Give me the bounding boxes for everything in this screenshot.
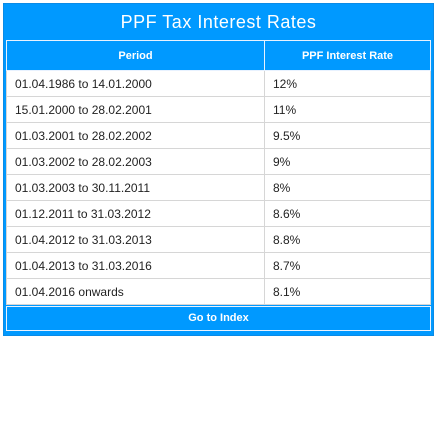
period-cell: 01.04.2016 onwards xyxy=(6,278,265,305)
rates-panel: PPF Tax Interest Rates Period PPF Intere… xyxy=(3,3,434,336)
period-cell: 01.04.1986 to 14.01.2000 xyxy=(6,70,265,97)
table-row: 01.04.2012 to 31.03.2013 8.8% xyxy=(6,226,431,253)
period-cell: 01.03.2001 to 28.02.2002 xyxy=(6,122,265,149)
rate-cell: 8% xyxy=(264,174,431,201)
table-row: 01.04.1986 to 14.01.2000 12% xyxy=(6,70,431,97)
period-cell: 01.04.2013 to 31.03.2016 xyxy=(6,252,265,279)
table-row: 01.03.2003 to 30.11.2011 8% xyxy=(6,174,431,201)
period-cell: 01.12.2011 to 31.03.2012 xyxy=(6,200,265,227)
column-header-period: Period xyxy=(6,40,265,71)
table-row: 15.01.2000 to 28.02.2001 11% xyxy=(6,96,431,123)
table-row: 01.03.2001 to 28.02.2002 9.5% xyxy=(6,122,431,149)
rate-cell: 8.1% xyxy=(264,278,431,305)
period-cell: 15.01.2000 to 28.02.2001 xyxy=(6,96,265,123)
go-to-index-link[interactable]: Go to Index xyxy=(6,306,431,331)
table-header-row: Period PPF Interest Rate xyxy=(6,40,431,71)
rate-cell: 8.6% xyxy=(264,200,431,227)
rate-cell: 8.8% xyxy=(264,226,431,253)
period-cell: 01.03.2002 to 28.02.2003 xyxy=(6,148,265,175)
period-cell: 01.03.2003 to 30.11.2011 xyxy=(6,174,265,201)
column-header-rate: PPF Interest Rate xyxy=(264,40,431,71)
rate-cell: 9.5% xyxy=(264,122,431,149)
rate-cell: 8.7% xyxy=(264,252,431,279)
table-row: 01.12.2011 to 31.03.2012 8.6% xyxy=(6,200,431,227)
rates-table: Period PPF Interest Rate 01.04.1986 to 1… xyxy=(6,40,431,305)
table-row: 01.04.2016 onwards 8.1% xyxy=(6,278,431,305)
rate-cell: 9% xyxy=(264,148,431,175)
rate-cell: 12% xyxy=(264,70,431,97)
period-cell: 01.04.2012 to 31.03.2013 xyxy=(6,226,265,253)
table-row: 01.04.2013 to 31.03.2016 8.7% xyxy=(6,252,431,279)
table-row: 01.03.2002 to 28.02.2003 9% xyxy=(6,148,431,175)
panel-title: PPF Tax Interest Rates xyxy=(120,12,317,32)
rate-cell: 11% xyxy=(264,96,431,123)
